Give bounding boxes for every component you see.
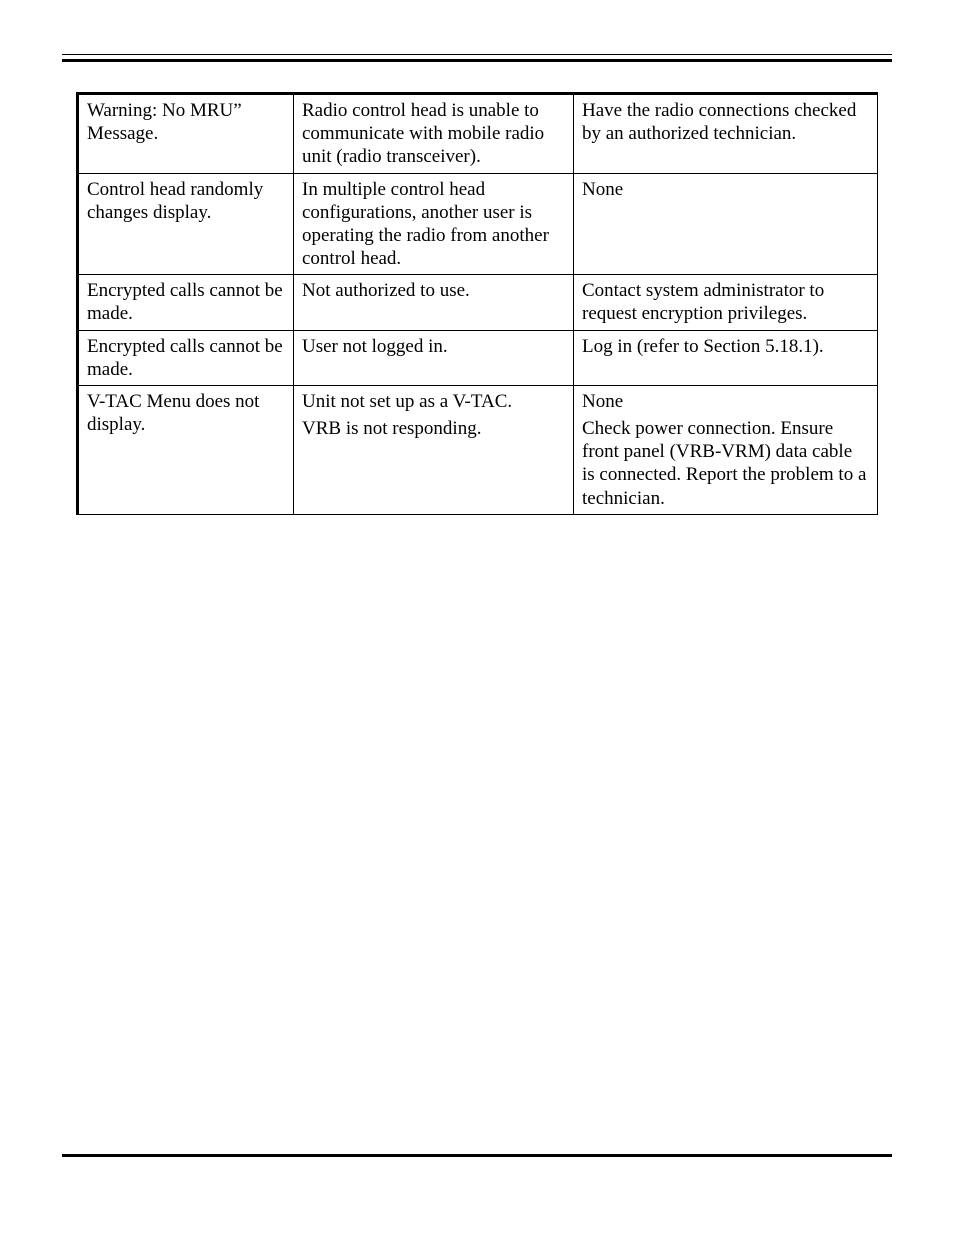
table-row: V-TAC Menu does not display. Unit not se… (78, 385, 878, 514)
cell-text: In multiple control head configurations,… (302, 178, 565, 271)
header-rule-thin (62, 54, 892, 55)
cell-text: V-TAC Menu does not display. (87, 390, 285, 436)
cell-text: User not logged in. (302, 335, 565, 358)
table-cell: Unit not set up as a V-TAC. VRB is not r… (294, 385, 574, 514)
table-container: Warning: No MRU” Message. Radio control … (62, 92, 892, 515)
cell-text: Check power connection. Ensure front pan… (582, 417, 869, 510)
table-cell: None Check power connection. Ensure fron… (574, 385, 878, 514)
table-cell: V-TAC Menu does not display. (78, 385, 294, 514)
cell-text: VRB is not responding. (302, 417, 565, 440)
cell-text: Log in (refer to Section 5.18.1). (582, 335, 869, 358)
table-cell: Contact system administrator to request … (574, 275, 878, 330)
cell-text: Radio control head is unable to communic… (302, 99, 565, 169)
table-cell: Radio control head is unable to communic… (294, 94, 574, 174)
table-cell: Control head randomly changes display. (78, 173, 294, 275)
table-row: Encrypted calls cannot be made. Not auth… (78, 275, 878, 330)
cell-text: Control head randomly changes display. (87, 178, 285, 224)
table-cell: Log in (refer to Section 5.18.1). (574, 330, 878, 385)
table-cell: Encrypted calls cannot be made. (78, 330, 294, 385)
cell-text: Not authorized to use. (302, 279, 565, 302)
table-cell: Warning: No MRU” Message. (78, 94, 294, 174)
cell-text: Warning: No MRU” Message. (87, 99, 285, 145)
table-cell: In multiple control head configurations,… (294, 173, 574, 275)
cell-text: Unit not set up as a V-TAC. (302, 390, 565, 413)
cell-text: Encrypted calls cannot be made. (87, 279, 285, 325)
cell-text: None (582, 390, 869, 413)
table-row: Encrypted calls cannot be made. User not… (78, 330, 878, 385)
troubleshooting-table: Warning: No MRU” Message. Radio control … (76, 92, 878, 515)
table-cell: Not authorized to use. (294, 275, 574, 330)
table-cell: Have the radio connections checked by an… (574, 94, 878, 174)
table-row: Control head randomly changes display. I… (78, 173, 878, 275)
header-rule-thick (62, 59, 892, 62)
cell-text: None (582, 178, 869, 201)
table-cell: None (574, 173, 878, 275)
cell-text: Contact system administrator to request … (582, 279, 869, 325)
table-cell: User not logged in. (294, 330, 574, 385)
table-cell: Encrypted calls cannot be made. (78, 275, 294, 330)
page-content: Warning: No MRU” Message. Radio control … (0, 0, 954, 515)
footer-rule (62, 1154, 892, 1157)
table-row: Warning: No MRU” Message. Radio control … (78, 94, 878, 174)
cell-text: Encrypted calls cannot be made. (87, 335, 285, 381)
cell-text: Have the radio connections checked by an… (582, 99, 869, 145)
